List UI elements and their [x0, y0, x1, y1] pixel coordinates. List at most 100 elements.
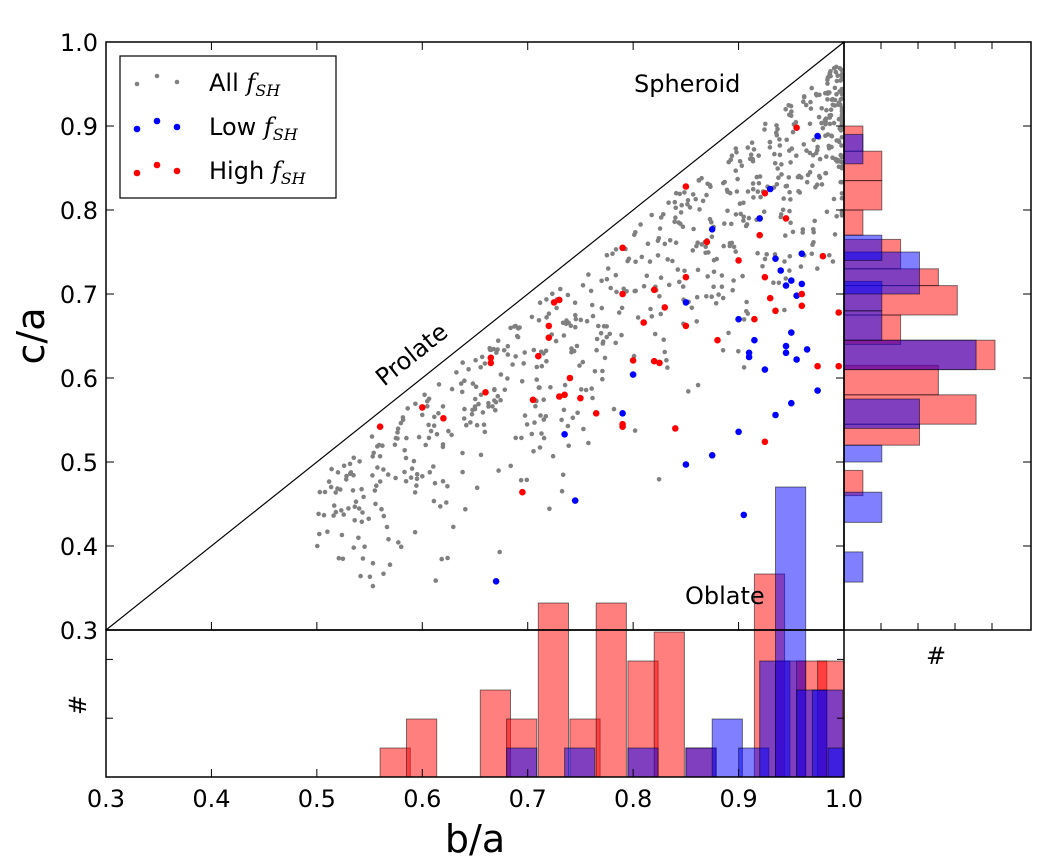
all-fsh-point	[832, 85, 838, 91]
all-fsh-point	[336, 555, 342, 561]
all-fsh-point	[570, 415, 576, 421]
all-fsh-point	[810, 242, 815, 247]
all-fsh-point	[537, 385, 542, 390]
all-fsh-point	[425, 404, 430, 409]
all-fsh-point	[432, 480, 438, 486]
low-fsh-point	[782, 282, 790, 289]
y-tick-label: 0.9	[60, 113, 98, 141]
right-low-bar	[843, 339, 977, 371]
all-fsh-point	[783, 276, 789, 281]
all-fsh-point	[826, 143, 832, 149]
all-fsh-point	[573, 324, 578, 330]
all-fsh-point	[839, 195, 845, 201]
all-fsh-point	[695, 382, 701, 388]
all-fsh-point	[827, 252, 832, 258]
all-fsh-point	[554, 305, 559, 311]
all-fsh-point	[479, 354, 485, 360]
all-fsh-point	[833, 69, 839, 75]
all-fsh-point	[685, 198, 691, 203]
high-fsh-point	[772, 307, 779, 315]
high-fsh-point	[735, 257, 742, 264]
all-fsh-point	[682, 190, 687, 195]
low-fsh-point	[708, 226, 716, 233]
all-fsh-point	[361, 494, 366, 500]
all-fsh-point	[446, 428, 451, 434]
all-fsh-point	[385, 472, 391, 477]
all-fsh-point	[358, 573, 363, 579]
all-fsh-point	[495, 393, 501, 399]
all-fsh-point	[460, 450, 465, 456]
all-fsh-point	[808, 106, 814, 111]
high-fsh-point	[487, 359, 495, 367]
all-fsh-point	[830, 102, 836, 108]
all-fsh-point	[658, 275, 664, 281]
legend-all-sh: SH	[255, 81, 281, 100]
all-fsh-point	[431, 423, 437, 429]
all-fsh-point	[678, 210, 684, 215]
all-fsh-point	[508, 325, 513, 331]
all-fsh-point	[550, 453, 556, 459]
all-fsh-point	[655, 238, 661, 244]
all-fsh-point	[641, 283, 647, 289]
all-fsh-point	[374, 483, 379, 489]
high-fsh-point	[782, 215, 790, 222]
all-fsh-point	[412, 490, 418, 495]
high-fsh-point	[535, 352, 542, 360]
all-fsh-point	[745, 145, 751, 150]
x-tick-label: 0.8	[614, 785, 652, 813]
bottom-low-bar	[685, 747, 717, 778]
all-fsh-point	[777, 143, 783, 148]
low-fsh-point	[735, 315, 742, 323]
low-fsh-point	[777, 267, 784, 274]
high-fsh-point	[682, 273, 690, 281]
all-fsh-point	[387, 562, 393, 567]
all-fsh-point	[359, 519, 365, 525]
all-fsh-point	[830, 259, 836, 264]
bottom-high-bar	[595, 602, 627, 778]
all-fsh-point	[414, 483, 419, 488]
all-fsh-point	[762, 256, 768, 262]
all-fsh-point	[459, 389, 465, 395]
all-fsh-point	[839, 88, 845, 93]
x-tick-label: 0.4	[192, 785, 230, 813]
all-fsh-point	[532, 420, 537, 425]
low-fsh-point	[735, 428, 742, 436]
all-fsh-point	[746, 215, 752, 221]
low-fsh-point	[782, 349, 790, 357]
all-fsh-point	[505, 376, 510, 381]
all-fsh-point	[762, 127, 767, 132]
all-fsh-point	[376, 442, 382, 448]
all-fsh-point	[670, 258, 675, 264]
oblate-annotation: Oblate	[685, 582, 765, 610]
all-fsh-point	[809, 85, 814, 91]
all-fsh-point	[741, 218, 746, 223]
all-fsh-point	[550, 291, 555, 297]
all-fsh-point	[560, 472, 566, 478]
high-fsh-point	[640, 319, 647, 326]
low-fsh-point	[788, 399, 795, 407]
all-fsh-point	[356, 535, 361, 541]
all-fsh-point	[344, 473, 349, 479]
all-fsh-point	[807, 121, 813, 127]
all-fsh-point	[823, 122, 828, 127]
all-fsh-point	[372, 488, 378, 493]
axis-ticks	[105, 41, 1031, 777]
all-fsh-point	[722, 179, 727, 185]
all-fsh-point	[572, 300, 578, 306]
all-fsh-point	[740, 273, 745, 279]
high-fsh-point	[835, 309, 842, 316]
y-tick-label: 0.3	[60, 617, 98, 645]
all-fsh-point	[632, 288, 637, 294]
all-fsh-point	[798, 264, 804, 269]
all-fsh-point	[578, 317, 584, 323]
all-fsh-point	[817, 175, 823, 181]
all-fsh-point	[464, 422, 469, 428]
all-fsh-point	[804, 179, 810, 185]
all-fsh-point	[727, 241, 733, 246]
right-low-bar	[843, 444, 883, 463]
all-fsh-point	[832, 97, 838, 103]
all-fsh-point	[440, 442, 446, 447]
all-fsh-point	[438, 504, 443, 509]
all-fsh-point	[543, 348, 549, 354]
all-fsh-point	[366, 516, 372, 522]
